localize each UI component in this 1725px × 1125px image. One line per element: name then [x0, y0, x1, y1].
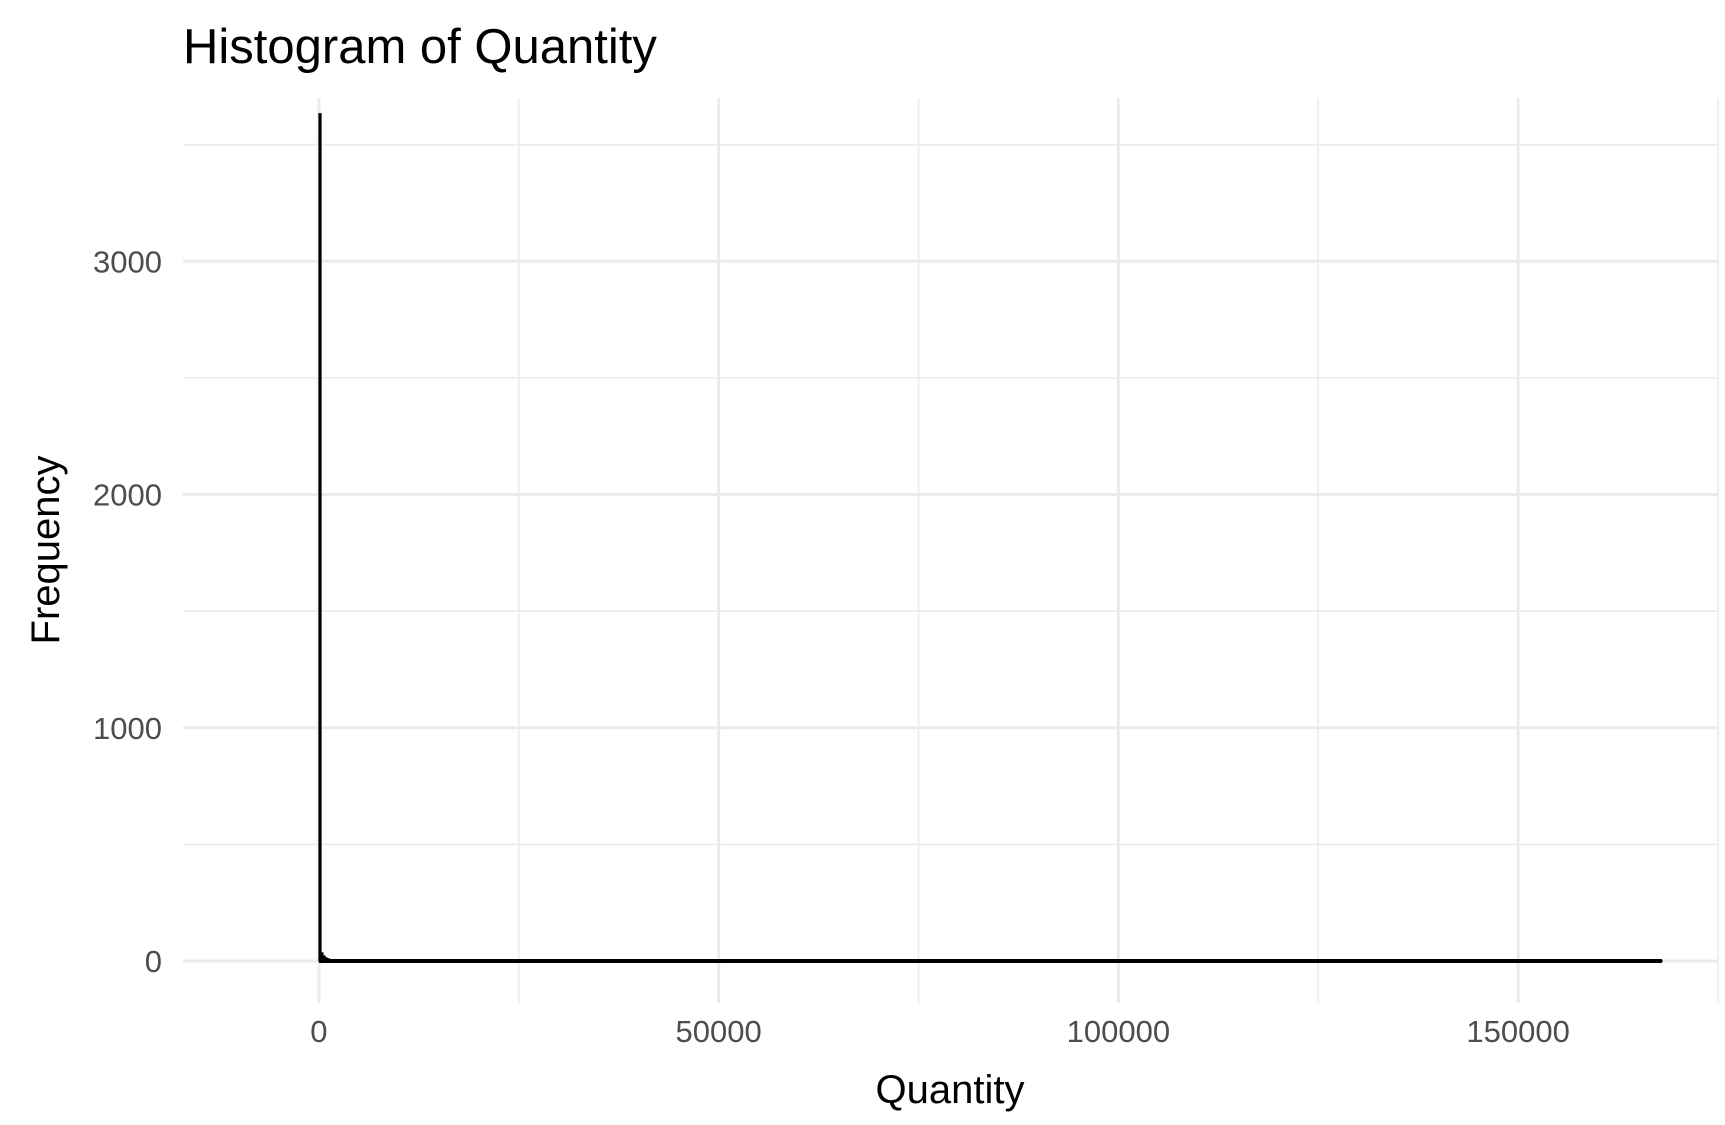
x-axis-tick-labels: 0 50000 100000 150000: [310, 1014, 1570, 1049]
histogram-bars: [318, 113, 1663, 964]
y-axis-title: Frequency: [24, 456, 68, 645]
x-tick-label: 50000: [676, 1014, 762, 1049]
x-tick-label: 0: [310, 1014, 327, 1049]
histogram-bar: [318, 113, 322, 962]
y-tick-label: 3000: [93, 244, 162, 279]
x-tick-label: 100000: [1067, 1014, 1170, 1049]
minor-gridlines: [183, 98, 1719, 1003]
y-tick-label: 2000: [93, 478, 162, 513]
x-axis-title: Quantity: [876, 1068, 1025, 1112]
y-tick-label: 1000: [93, 711, 162, 746]
y-tick-label: 0: [145, 944, 162, 979]
x-tick-label: 150000: [1466, 1014, 1569, 1049]
chart-title: Histogram of Quantity: [183, 20, 657, 74]
y-axis-tick-labels: 0 1000 2000 3000: [93, 244, 162, 979]
